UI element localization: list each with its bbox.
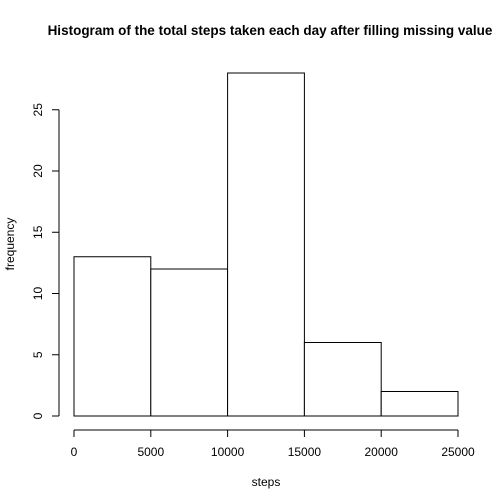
y-axis-label: frequency bbox=[3, 218, 17, 271]
x-tick-label: 0 bbox=[71, 445, 78, 459]
bars-group bbox=[73, 72, 459, 417]
y-tick-label: 5 bbox=[31, 351, 45, 358]
y-tick-label: 20 bbox=[31, 164, 45, 178]
histogram-bar-4 bbox=[303, 342, 382, 417]
y-tick-label: 15 bbox=[31, 225, 45, 239]
y-tick-label: 10 bbox=[31, 287, 45, 301]
y-tick-label: 25 bbox=[31, 103, 45, 117]
chart-title: Histogram of the total steps taken each … bbox=[48, 23, 493, 38]
histogram-bar-3 bbox=[227, 72, 305, 417]
x-tick-label: 10000 bbox=[211, 445, 245, 459]
x-tick-label: 20000 bbox=[365, 445, 399, 459]
x-tick-label: 15000 bbox=[288, 445, 322, 459]
y-axis: 0 5 10 15 20 25 bbox=[31, 103, 60, 419]
histogram-bar-5 bbox=[380, 391, 459, 417]
x-tick-label: 25000 bbox=[441, 445, 475, 459]
y-tick-label: 0 bbox=[31, 412, 45, 419]
histogram-bar-1 bbox=[73, 256, 152, 417]
x-tick-label: 5000 bbox=[137, 445, 164, 459]
histogram-bar-2 bbox=[150, 268, 229, 417]
x-axis-label: steps bbox=[252, 475, 281, 489]
x-axis: 0 5000 10000 15000 20000 25000 bbox=[71, 429, 475, 459]
